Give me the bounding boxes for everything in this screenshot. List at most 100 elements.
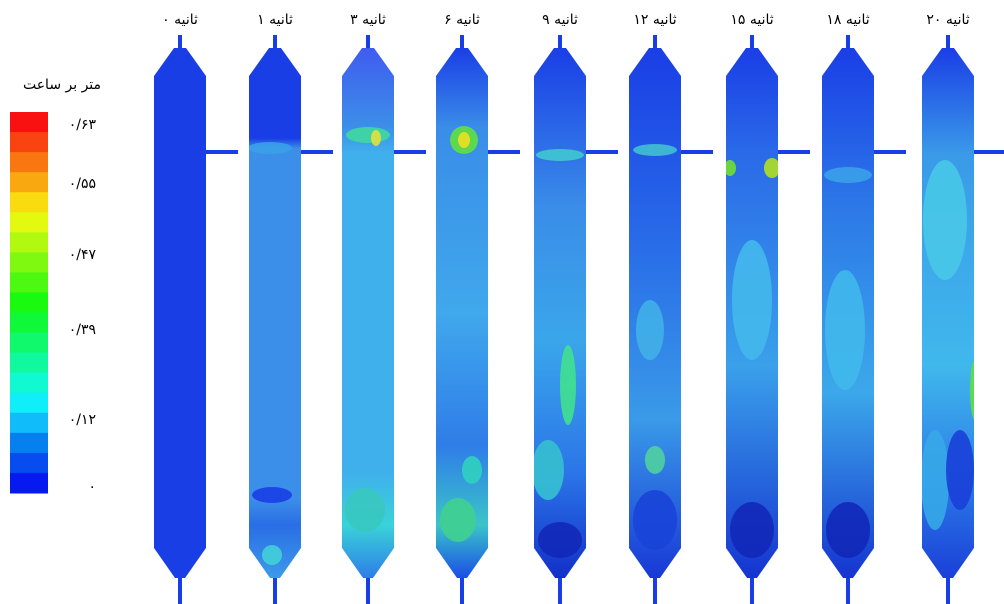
outlet-stem — [946, 35, 950, 50]
colorbar-band — [10, 433, 48, 454]
colorbar-band — [10, 192, 48, 213]
colorbar-band — [10, 453, 48, 474]
colorbar-tick-label: ۰/۶۳ — [69, 117, 97, 133]
colorbar-band — [10, 313, 48, 334]
inlet-pipe — [488, 150, 520, 154]
flow-blob — [970, 360, 980, 420]
bottom-stem — [946, 575, 950, 604]
colorbar-band — [10, 413, 48, 434]
colorbar-band — [10, 152, 48, 173]
bottom-stem — [178, 575, 182, 604]
outlet-stem — [846, 35, 850, 50]
outlet-stem — [653, 35, 657, 50]
reactor-column — [724, 35, 810, 604]
bottom-stem — [273, 575, 277, 604]
colorbar-band — [10, 272, 48, 293]
flow-blob — [921, 430, 949, 530]
inlet-pipe — [586, 150, 618, 154]
colorbar-tick-label: ۰/۳۹ — [69, 322, 96, 338]
outlet-stem — [750, 35, 754, 50]
flow-blob — [345, 488, 385, 532]
flow-blob — [724, 160, 736, 176]
colorbar-band — [10, 252, 48, 273]
time-label: ثانیه ۱ — [257, 12, 293, 28]
flow-blob — [633, 144, 677, 156]
time-label: ثانیه ۲۰ — [926, 12, 969, 28]
flow-blob — [764, 158, 780, 178]
flow-blob — [826, 502, 870, 558]
time-label: ثانیه ۶ — [444, 12, 480, 28]
time-label: ثانیه ۹ — [542, 12, 578, 28]
flow-blob — [538, 522, 582, 558]
colorbar-band — [10, 353, 48, 374]
time-label: ثانیه ۱۲ — [633, 12, 676, 28]
colorbar-band — [10, 473, 48, 494]
flow-blob — [645, 446, 665, 474]
flow-blob — [732, 240, 772, 360]
colorbar-band — [10, 172, 48, 193]
bottom-stem — [750, 575, 754, 604]
reactor-column — [629, 35, 713, 604]
outlet-stem — [558, 35, 562, 50]
colorbar-band — [10, 132, 48, 153]
outlet-stem — [366, 35, 370, 50]
inlet-pipe — [206, 150, 238, 154]
colorbar-tick-label: ۰/۴۷ — [69, 247, 97, 263]
time-label: ثانیه ۱۵ — [730, 12, 773, 28]
column-body — [154, 48, 206, 578]
colorbar-band — [10, 292, 48, 313]
inlet-pipe — [681, 150, 713, 154]
bottom-stem — [460, 575, 464, 604]
legend-title: متر بر ساعت — [23, 77, 101, 93]
flow-blob — [536, 149, 584, 161]
flow-blob — [371, 130, 381, 146]
flow-blob — [440, 498, 476, 542]
time-label: ثانیه ۰ — [162, 12, 198, 28]
flow-blob — [730, 502, 774, 558]
bottom-stem — [366, 575, 370, 604]
flow-blob — [633, 490, 677, 550]
outlet-stem — [460, 35, 464, 50]
flow-blob — [825, 270, 865, 390]
flow-blob — [923, 160, 967, 280]
colorbar-band — [10, 393, 48, 414]
reactor-column — [532, 35, 618, 604]
reactor-column — [342, 35, 426, 604]
flow-blob — [252, 487, 292, 503]
reactor-column — [822, 35, 906, 604]
colorbar-tick-label: ۰ — [88, 479, 96, 495]
reactor-column — [436, 35, 520, 604]
reactor-column — [154, 35, 238, 604]
inlet-pipe — [974, 150, 1004, 154]
figure: متر بر ساعت ۰/۶۳ ۰/۵۵ ۰/۴۷ ۰/۳۹ ۰/۱۲ ۰ ثانیه ۰… — [0, 0, 1004, 604]
column-body — [534, 48, 586, 578]
colorbar-tick-label: ۰/۱۲ — [69, 412, 96, 428]
bottom-stem — [558, 575, 562, 604]
reactor-column — [248, 35, 333, 604]
bottom-stem — [846, 575, 850, 604]
flow-blob — [560, 345, 576, 425]
colorbar-band — [10, 112, 48, 133]
colorbar-band — [10, 333, 48, 354]
time-label: ثانیه ۱۸ — [826, 12, 869, 28]
flow-blob — [824, 167, 872, 183]
flow-blob — [462, 456, 482, 484]
outlet-stem — [178, 35, 182, 50]
colorbar-band — [10, 373, 48, 394]
inlet-pipe — [301, 150, 333, 154]
flow-blob — [346, 127, 390, 143]
flow-blob — [248, 142, 292, 154]
flow-blob — [946, 430, 974, 510]
inlet-pipe — [394, 150, 426, 154]
time-label: ثانیه ۳ — [350, 12, 386, 28]
flow-blob — [532, 440, 564, 500]
flow-blob — [262, 545, 282, 565]
inlet-pipe — [874, 150, 906, 154]
colorbar-band — [10, 212, 48, 233]
flow-blob — [636, 300, 664, 360]
reactor-column — [921, 35, 1004, 604]
colorbar-band — [10, 232, 48, 253]
flow-blob — [458, 132, 470, 148]
colorbar-tick-label: ۰/۵۵ — [69, 176, 96, 192]
inlet-pipe — [778, 150, 810, 154]
